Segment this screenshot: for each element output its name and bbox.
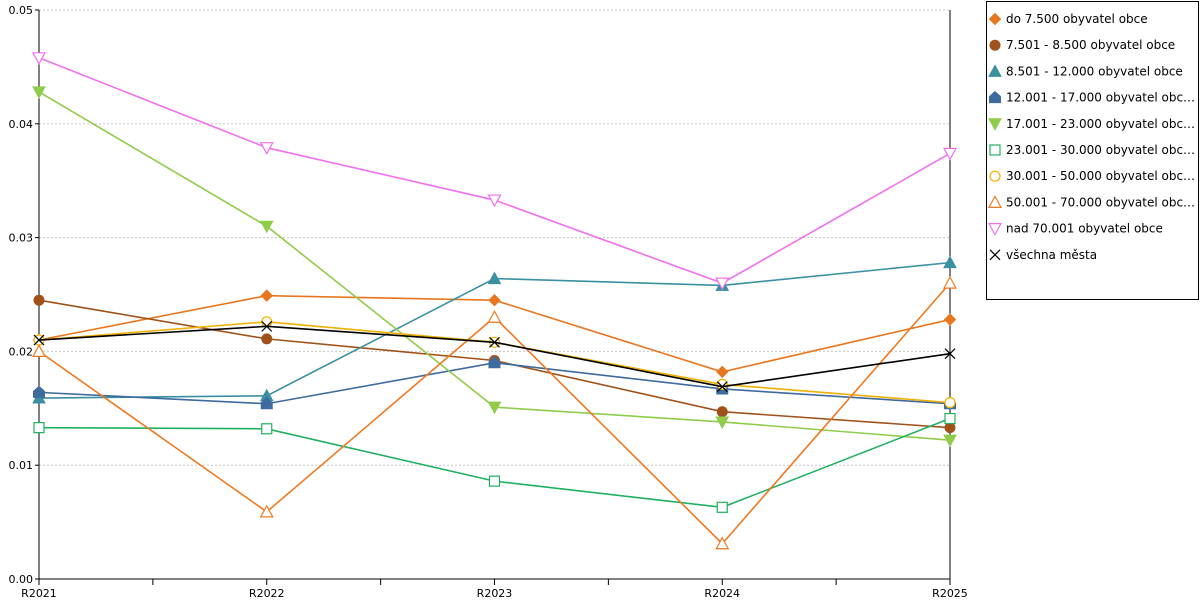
legend-label: všechna města: [1006, 248, 1097, 262]
legend-label: 12.001 - 17.000 obyvatel obc…: [1006, 91, 1195, 105]
data-point: [33, 385, 45, 398]
legend-marker: [988, 118, 1002, 131]
data-point: [487, 401, 502, 415]
series-1: [32, 289, 957, 379]
data-point: [261, 333, 273, 345]
legend-item: 12.001 - 17.000 obyvatel obc…: [989, 90, 1195, 105]
series-8: [31, 275, 958, 550]
legend-marker: [988, 12, 1002, 26]
y-tick-label: 0.04: [9, 118, 34, 131]
legend-marker: [989, 170, 1001, 182]
data-point: [31, 344, 47, 357]
y-tick-label: 0.03: [9, 232, 34, 245]
legend-marker: [989, 39, 1001, 51]
data-point: [943, 255, 957, 269]
data-point: [944, 422, 956, 434]
legend-marker: [988, 64, 1002, 77]
legend-marker: [989, 90, 1001, 104]
x-tick-label: R2021: [21, 587, 57, 600]
data-point: [259, 504, 274, 518]
data-point: [716, 381, 728, 393]
data-point: [715, 277, 730, 291]
data-point: [716, 501, 728, 513]
data-point: [33, 334, 45, 346]
legend-item: 50.001 - 70.000 obyvatel obc…: [987, 195, 1195, 209]
data-point: [715, 416, 730, 430]
data-point: [261, 320, 273, 332]
data-point: [489, 336, 500, 348]
x-tick-label: R2025: [932, 587, 968, 600]
data-point: [716, 378, 728, 391]
data-point: [33, 294, 45, 306]
legend-label: 7.501 - 8.500 obyvatel obce: [1006, 38, 1175, 52]
legend-label: 23.001 - 30.000 obyvatel obc…: [1006, 143, 1195, 157]
data-point: [488, 293, 501, 307]
data-point: [944, 412, 956, 425]
data-point: [260, 289, 273, 302]
series-line: [38, 417, 951, 509]
x-tick-label: R2023: [477, 587, 513, 600]
data-point: [942, 147, 958, 161]
series-9: [31, 52, 958, 291]
legend-label: 50.001 - 70.000 obyvatel obc…: [1006, 195, 1195, 209]
legend-label: 30.001 - 50.000 obyvatel obc…: [1006, 169, 1195, 183]
x-tick-label: R2022: [249, 587, 285, 600]
axes: 0.00 0.01 0.02 0.03 0.04 0.05 R2021 R2022 R2023 R…: [9, 4, 968, 600]
legend-marker: [987, 195, 1003, 208]
data-point: [487, 271, 502, 285]
data-point: [488, 356, 501, 369]
legend-item: 30.001 - 50.000 obyvatel obc…: [989, 169, 1195, 183]
y-tick-label: 0.01: [9, 459, 34, 472]
legend-label: 8.501 - 12.000 obyvatel obce: [1006, 64, 1183, 78]
series-line: [38, 361, 951, 405]
legend-marker: [987, 223, 1003, 236]
data-point: [33, 422, 45, 434]
series-4: [33, 356, 956, 410]
y-tick-label: 0.05: [9, 4, 34, 17]
legend-marker: [989, 144, 1001, 156]
y-tick-label: 0.02: [9, 345, 34, 358]
data-point: [488, 475, 501, 487]
series-5: [32, 86, 957, 448]
data-point: [944, 348, 956, 360]
data-point: [716, 406, 728, 418]
legend-item: všechna města: [989, 248, 1097, 262]
legend-label: 17.001 - 23.000 obyvatel obc…: [1006, 117, 1195, 131]
data-point: [31, 52, 47, 66]
data-point: [943, 434, 957, 448]
legend-box: [986, 1, 1199, 300]
data-point: [716, 365, 729, 379]
data-point: [487, 310, 502, 323]
series-group: [31, 52, 958, 550]
data-point: [942, 275, 958, 289]
legend-item: nad 70.001 obyvatel obce: [987, 222, 1163, 236]
series-10: [33, 320, 956, 393]
data-point: [261, 423, 273, 435]
legend-item: 23.001 - 30.000 obyvatel obc…: [989, 143, 1195, 157]
data-point: [260, 397, 273, 410]
data-point: [944, 397, 956, 409]
legend-label: do 7.500 obyvatel obce: [1006, 12, 1148, 26]
y-tick-label: 0.00: [9, 573, 34, 586]
data-point: [259, 142, 274, 155]
data-point: [261, 316, 273, 328]
series-line: [38, 91, 951, 441]
legend-marker: [989, 249, 1001, 261]
x-tick-label: R2024: [704, 587, 740, 600]
legend: do 7.500 obyvatel obce 7.501 - 8.500 obyv…: [986, 1, 1199, 300]
data-point: [487, 194, 502, 208]
legend-item: 8.501 - 12.000 obyvatel obce: [988, 64, 1183, 78]
legend-item: 7.501 - 8.500 obyvatel obce: [989, 38, 1175, 52]
series-6: [33, 412, 956, 513]
data-point: [943, 313, 957, 326]
legend-label: nad 70.001 obyvatel obce: [1006, 222, 1163, 236]
data-point: [32, 86, 46, 99]
legend-item: 17.001 - 23.000 obyvatel obc…: [988, 117, 1195, 131]
data-point: [715, 536, 730, 550]
data-point: [259, 220, 274, 234]
series-line: [38, 57, 951, 284]
legend-item: do 7.500 obyvatel obce: [988, 12, 1148, 26]
